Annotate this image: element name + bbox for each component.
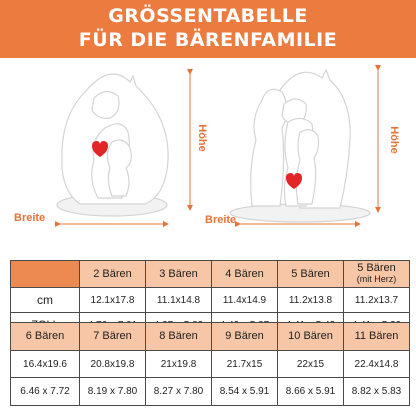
- table-row: cm 12.1x17.8 11.1x14.8 11.4x14.9 11.2x13…: [10, 287, 410, 313]
- bear-family-left: [56, 73, 169, 217]
- header-cell: 6 Bären: [10, 322, 80, 351]
- bear-illustrations: [55, 65, 381, 227]
- width-label-left: Breite: [14, 212, 46, 224]
- size-table-large-families: 6 Bären 7 Bären 8 Bären 9 Bären 10 Bären…: [10, 322, 410, 406]
- header-cell: 10 Bären: [277, 322, 344, 351]
- left-small-bear: [106, 139, 132, 197]
- header-cell: 7 Bären: [79, 322, 146, 351]
- width-label-right: Breite: [205, 214, 237, 226]
- header-cell: 2 Bären: [79, 260, 146, 288]
- right-mid-bear: [250, 88, 288, 207]
- header-cell-with-heart: 5 Bären (mit Herz): [343, 260, 410, 288]
- table-cell: 8.19 x 7.80: [79, 377, 146, 406]
- table-cell: 22.4x14.8: [343, 350, 410, 378]
- table-cell: 11.2x13.7: [343, 287, 410, 313]
- bear-family-right: [229, 68, 371, 223]
- table-cell: 6.46 x 7.72: [10, 377, 80, 406]
- right-small-bear-2: [295, 129, 320, 205]
- table-cell: 20.8x19.8: [79, 350, 146, 378]
- title-line-1: GRÖSSENTABELLE: [108, 5, 308, 27]
- height-label-right: Höhe: [387, 126, 400, 154]
- table-cell: 8.27 x 7.80: [145, 377, 212, 406]
- table-cell: 12.1x17.8: [79, 287, 146, 313]
- table-cell: 22x15: [277, 350, 344, 378]
- header-cell: 4 Bären: [211, 260, 278, 288]
- table-cell: 11.2x13.8: [277, 287, 344, 313]
- table-row: 6.46 x 7.72 8.19 x 7.80 8.27 x 7.80 8.54…: [10, 377, 410, 406]
- title-banner: GRÖSSENTABELLE FÜR DIE BÄRENFAMILIE: [0, 0, 416, 58]
- heart-icon-right: [286, 173, 302, 189]
- header-cell-sub: (mit Herz): [356, 274, 397, 284]
- table-row: 16.4x19.6 20.8x19.8 21x19.8 21.7x15 22x1…: [10, 350, 410, 378]
- table-cell: 11.1x14.8: [145, 287, 212, 313]
- header-cell: 5 Bären: [277, 260, 344, 288]
- title-line-2: FÜR DIE BÄRENFAMILIE: [78, 29, 338, 51]
- header-cell: 8 Bären: [145, 322, 212, 351]
- height-label-left: Höhe: [195, 124, 208, 152]
- left-bear-head: [91, 90, 120, 119]
- table-cell: 8.54 x 5.91: [211, 377, 278, 406]
- table-cell: 16.4x19.6: [10, 350, 80, 378]
- table-cell: 11.4x14.9: [211, 287, 278, 313]
- header-cell: 3 Bären: [145, 260, 212, 288]
- table-cell: 21.7x15: [211, 350, 278, 378]
- unit-cell: cm: [10, 287, 80, 313]
- table-cell: 21x19.8: [145, 350, 212, 378]
- header-corner-cell: [10, 260, 80, 288]
- header-cell-main: 5 Bären: [357, 262, 396, 274]
- table-cell: 8.82 x 5.83: [343, 377, 410, 406]
- header-cell: 11 Bären: [343, 322, 410, 351]
- table-header-row: 6 Bären 7 Bären 8 Bären 9 Bären 10 Bären…: [10, 322, 410, 351]
- table-header-row: 2 Bären 3 Bären 4 Bären 5 Bären 5 Bären …: [10, 260, 410, 288]
- header-cell: 9 Bären: [211, 322, 278, 351]
- table-cell: 8.66 x 5.91: [277, 377, 344, 406]
- heart-icon: [92, 141, 108, 157]
